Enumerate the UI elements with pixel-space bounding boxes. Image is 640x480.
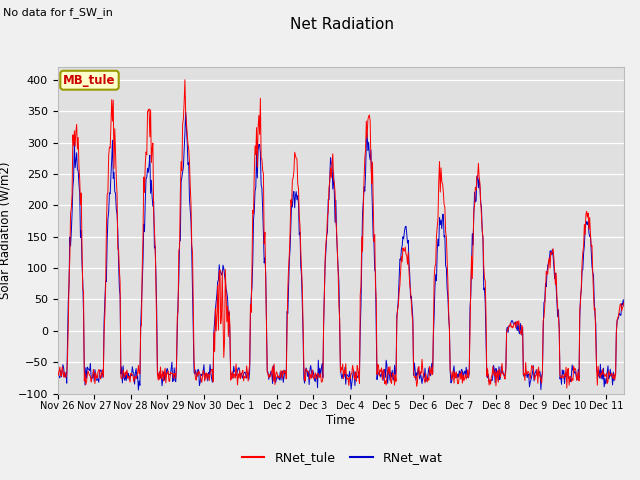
RNet_wat — [461, 373, 469, 379]
Line: RNet_tule: RNet_tule — [58, 80, 624, 388]
RNet_tule — [461, 375, 468, 381]
RNet_wat — [318, 361, 326, 367]
RNet_wat — [297, 263, 305, 269]
Text: Net Radiation: Net Radiation — [291, 17, 394, 32]
Y-axis label: Solar Radiation (W/m2): Solar Radiation (W/m2) — [0, 162, 12, 299]
Text: MB_tule: MB_tule — [63, 74, 116, 87]
RNet_tule — [56, 364, 64, 370]
RNet_tule — [474, 160, 482, 166]
RNet_tule — [296, 223, 304, 229]
X-axis label: Time: Time — [326, 414, 355, 427]
RNet_tule — [563, 385, 571, 391]
RNet_tule — [620, 300, 628, 305]
Line: RNet_wat: RNet_wat — [58, 112, 624, 390]
Legend: RNet_tule, RNet_wat: RNet_tule, RNet_wat — [237, 446, 448, 469]
RNet_wat — [133, 375, 141, 381]
RNet_tule — [54, 370, 61, 375]
RNet_wat — [476, 176, 483, 182]
Text: No data for f_SW_in: No data for f_SW_in — [3, 7, 113, 18]
RNet_wat — [620, 303, 628, 309]
RNet_wat — [54, 371, 61, 376]
RNet_wat — [134, 387, 142, 393]
RNet_tule — [133, 372, 141, 378]
RNet_wat — [56, 374, 64, 380]
RNet_tule — [317, 379, 325, 385]
RNet_tule — [181, 77, 189, 83]
RNet_wat — [182, 109, 189, 115]
